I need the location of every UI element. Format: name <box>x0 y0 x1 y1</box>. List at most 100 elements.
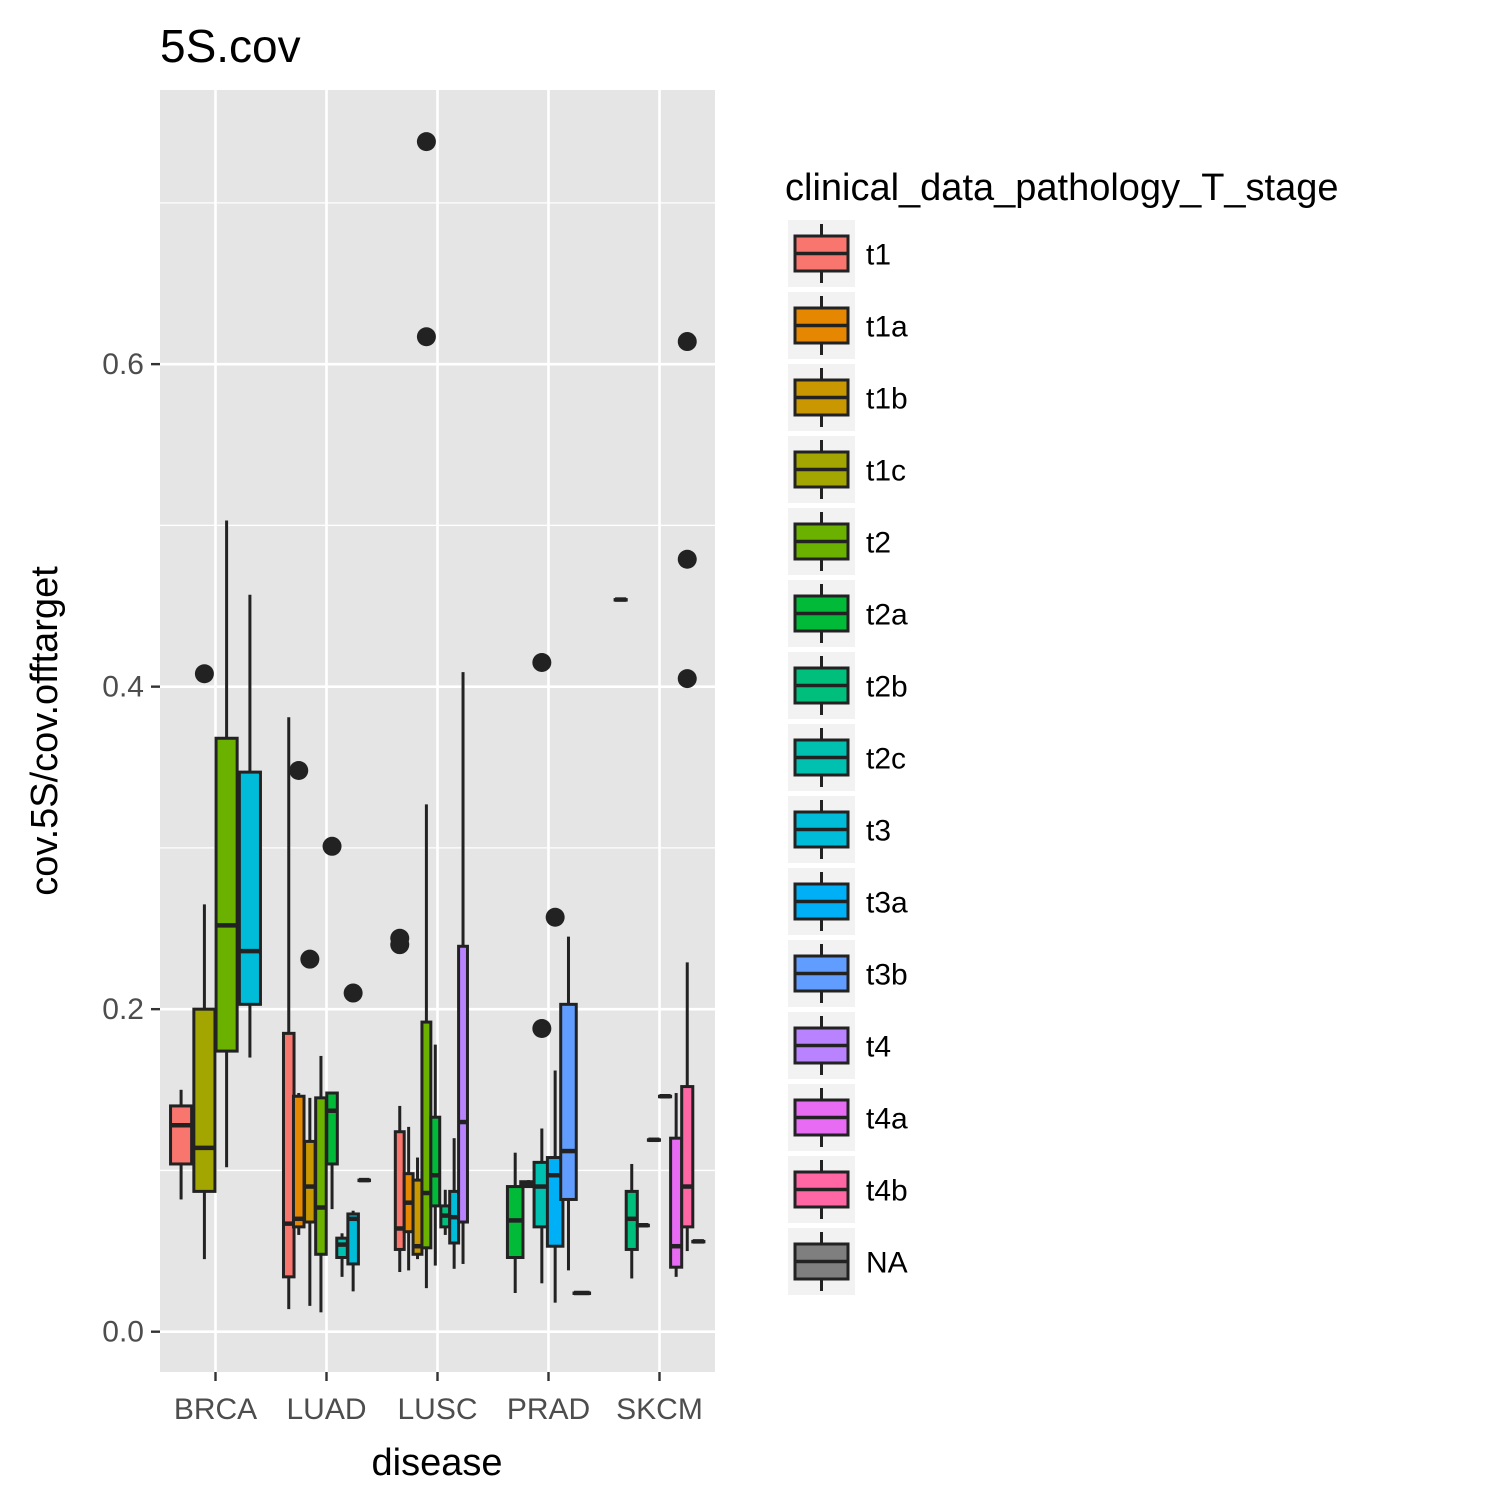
box-body <box>192 1007 217 1193</box>
box-lusc-t4 <box>457 672 469 1264</box>
box-body <box>680 1085 695 1229</box>
legend-item-t1c: t1c <box>788 436 906 503</box>
legend-label: t4a <box>866 1103 908 1136</box>
legend-item-t4a: t4a <box>788 1084 908 1151</box>
box-body <box>291 1094 306 1229</box>
box-prad-t2a <box>505 1152 525 1293</box>
x-tick-label: LUAD <box>286 1393 366 1426</box>
outlier-point <box>343 983 363 1003</box>
y-axis: 0.0 0.2 0.4 0.6 <box>102 348 160 1349</box>
outlier-point <box>416 327 436 347</box>
boxplot-layer <box>169 132 706 1313</box>
box-luad-t2 <box>314 1055 328 1313</box>
y-tick-label: 0.2 <box>102 993 144 1026</box>
box-brca-t3 <box>237 594 262 1058</box>
legend-label: t4b <box>866 1175 908 1208</box>
box-brca-t1 <box>169 1089 194 1200</box>
box-body <box>457 944 469 1224</box>
legend-label: t3b <box>866 959 908 992</box>
box-brca-t1c <box>192 664 217 1260</box>
box-skcm-t3 <box>646 1137 662 1143</box>
outlier-point <box>289 761 309 781</box>
x-axis: BRCA LUAD LUSC PRAD SKCM <box>174 1372 703 1426</box>
legend-label: t3a <box>866 887 908 920</box>
outlier-point <box>532 652 552 672</box>
legend-item-t1: t1 <box>788 220 891 287</box>
legend-item-na: NA <box>788 1228 908 1295</box>
x-tick-label: BRCA <box>174 1393 257 1426</box>
outlier-point <box>416 132 436 152</box>
box-body <box>214 736 239 1053</box>
legend-label: NA <box>866 1247 908 1280</box>
box-body <box>429 1115 442 1208</box>
box-lusc-t1 <box>390 928 410 1273</box>
outlier-point <box>532 1019 552 1039</box>
outlier-point <box>194 664 214 684</box>
legend-label: t4 <box>866 1031 891 1064</box>
box-body <box>303 1139 317 1224</box>
legend-item-t2c: t2c <box>788 724 906 791</box>
box-luad-t3 <box>343 983 363 1292</box>
box-brca-t2 <box>214 520 239 1168</box>
box-skcm-t2c <box>635 1223 650 1228</box>
y-tick-label: 0.6 <box>102 348 144 381</box>
y-axis-title: cov.5S/cov.offtarget <box>24 566 66 896</box>
x-tick-label: LUSC <box>397 1393 477 1426</box>
box-prad-t4 <box>572 1290 592 1296</box>
box-body <box>237 770 262 1006</box>
box-skcm-t4b <box>677 332 697 1252</box>
outlier-point <box>677 549 697 569</box>
legend-item-t4: t4 <box>788 1012 891 1079</box>
legend-item-t3b: t3b <box>788 940 908 1007</box>
legend-item-t1a: t1a <box>788 292 908 359</box>
x-axis-title: disease <box>372 1442 503 1484</box>
outlier-point <box>322 836 342 856</box>
legend-label: t2c <box>866 743 906 776</box>
legend-item-t1b: t1b <box>788 364 908 431</box>
legend-label: t1a <box>866 311 908 344</box>
box-body <box>314 1096 328 1256</box>
legend-label: t3 <box>866 815 891 848</box>
box-body <box>559 1002 578 1201</box>
legend: clinical_data_pathology_T_stage t1 t1a t1b… <box>785 167 1339 1295</box>
x-tick-label: SKCM <box>616 1393 703 1426</box>
box-body <box>346 1212 360 1266</box>
outlier-point <box>300 949 320 969</box>
legend-item-t3: t3 <box>788 796 891 863</box>
outlier-point <box>545 907 565 927</box>
y-tick-label: 0.4 <box>102 671 144 704</box>
box-skcm-na <box>691 1239 706 1244</box>
outlier-point <box>677 332 697 352</box>
legend-item-t2: t2 <box>788 508 891 575</box>
legend-label: t2 <box>866 527 891 560</box>
legend-title: clinical_data_pathology_T_stage <box>785 167 1339 209</box>
box-body <box>545 1156 565 1248</box>
box-skcm-t2b <box>624 1163 639 1279</box>
legend-item-t2a: t2a <box>788 580 908 647</box>
legend-item-t2b: t2b <box>788 652 908 719</box>
box-prad-t3b <box>559 936 578 1271</box>
y-tick-label: 0.0 <box>102 1316 144 1349</box>
box-body <box>325 1091 339 1166</box>
legend-label: t2a <box>866 599 908 632</box>
plot-title: 5S.cov <box>160 20 301 72</box>
box-body <box>169 1104 194 1166</box>
box-prad-t3a <box>545 907 565 1303</box>
outlier-point <box>390 928 410 948</box>
legend-label: t1c <box>866 455 906 488</box>
outlier-point <box>677 669 697 689</box>
box-skcm-t2 <box>613 597 628 602</box>
legend-label: t1 <box>866 239 891 272</box>
x-tick-label: PRAD <box>507 1393 590 1426</box>
box-luad-t3a <box>357 1177 372 1183</box>
legend-item-t3a: t3a <box>788 868 908 935</box>
legend-label: t1b <box>866 383 908 416</box>
legend-label: t2b <box>866 671 908 704</box>
legend-items: t1 t1a t1b t1c t2 t2a t2b t2c t3 t3a t3b t4 t4a t4b NA <box>788 220 908 1295</box>
box-luad-t2a <box>322 836 342 1210</box>
box-skcm-t3a <box>658 1093 673 1099</box>
legend-item-t4b: t4b <box>788 1156 908 1223</box>
box-body <box>335 1236 349 1260</box>
box-lusc-t2a <box>429 1044 442 1266</box>
